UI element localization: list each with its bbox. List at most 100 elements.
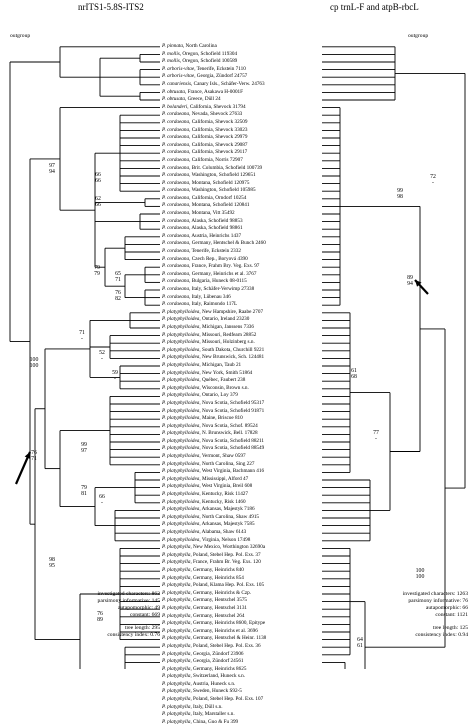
support-bottom: 94 [407, 281, 413, 287]
right-tree-title: cp trnL-F and atpB-rbcL [330, 2, 419, 12]
taxon-label: P. platyphylloidea, South Dakota, Church… [162, 346, 265, 353]
support-value: 76 82 [106, 290, 130, 302]
right-stat-autapomorphic: autapomorphic: 66 [425, 605, 468, 611]
right-outgroup-label: outgroup [408, 33, 429, 39]
taxon-label: P. arboris-vitae, Georgia, Zündorf 24757 [162, 73, 248, 80]
taxon-label: P. platyphylloidea, Kentucky, Risk 1460 [162, 498, 246, 505]
taxon-label: P. platyphylla, Georgia, Zündorf 24561 [162, 658, 244, 665]
taxon-label: P. platyphylla, Germany, Hentschel 3131 [162, 604, 248, 611]
support-top: 99 [397, 188, 403, 194]
support-top: 62 [95, 196, 101, 202]
taxon-label: P. cordaeana, Italy, Lübenau 346 [162, 293, 231, 300]
taxon-label: P. platyphylloidea, Vermont, Shaw 0597 [162, 453, 246, 460]
taxon-label: P. cordaeana, Montana, Schofield 120841 [162, 202, 250, 209]
support-top: 72 [430, 174, 436, 180]
taxon-label: P. mollis, Oregon, Schofield 119304 [162, 50, 238, 57]
support-bottom: 95 [49, 563, 55, 569]
taxon-label: P. platyphylloidea, Québec, Faubert 238 [162, 377, 246, 384]
support-top: 77 [373, 430, 379, 436]
support-top: 66 [99, 494, 105, 500]
support-value: 61 68 [342, 368, 366, 380]
taxon-label: P. platyphylloidea, Kentucky, Risk 11427 [162, 491, 248, 498]
taxon-label: P. platyphylloidea, Nova Scotia, Schofie… [162, 407, 265, 414]
support-top: 52 [99, 350, 105, 356]
taxon-label: P. platyphylloidea, Ontario, Loy 379 [162, 392, 238, 399]
taxon-label: P. platyphylla, Sweden, Huneck S92-5 [162, 688, 242, 695]
support-value: 99 97 [72, 442, 96, 454]
support-value: 71- [70, 330, 94, 342]
support-bottom: - [432, 180, 434, 186]
support-bottom: 81 [81, 491, 87, 497]
taxon-label: P. platyphylloidea, New Hampshire, Raabe… [162, 308, 264, 315]
support-top: 79 [94, 265, 100, 271]
support-value: 65 71 [106, 271, 130, 283]
right-tree-stats: investigated characters: 1263 parsimony … [340, 591, 468, 639]
taxon-label: P. cordaeana, California, Orndorf 10254 [162, 194, 247, 201]
taxon-label: P. cordaeana, Tenerife, Eckstein 2332 [162, 248, 241, 255]
taxon-label: P. platyphylla, Germany, Heinrichs et al… [162, 627, 258, 634]
left-stat-investigated: investigated characters: 863 [97, 591, 160, 597]
taxon-label: P. platyphylloidea, Alabama, Shaw 6143 [162, 529, 247, 535]
arrow-head-icon [415, 280, 422, 287]
taxon-label: P. platyphylloidea, Nova Scotia, Schofie… [162, 445, 265, 452]
arrow-head-icon [24, 452, 31, 459]
taxon-label: P. cordaeana, Washington, Schofield 1059… [162, 187, 256, 194]
support-value: 76 89 [88, 611, 112, 623]
taxon-label: P. platyphylloidea, New York, Smith 5186… [162, 369, 253, 376]
taxon-label: P. cordaeana, California, Shevock 33023 [162, 126, 248, 133]
support-bottom: 100 [29, 363, 39, 369]
taxon-label: P. platyphylloidea, Arkansas, Majestyk 7… [162, 521, 255, 528]
support-top: 100 [415, 568, 425, 574]
support-value: 100 100 [408, 568, 432, 580]
support-bottom: - [114, 376, 116, 382]
support-value: 62 66 [86, 196, 110, 208]
taxon-label: P. platyphylloidea, Nova Scotia, Schofie… [162, 399, 265, 406]
left-stat-constant: constant: 669 [130, 612, 160, 618]
support-value: 79 79 [85, 265, 109, 277]
left-outgroup-label: outgroup [10, 33, 31, 39]
taxon-label: P. platyphylloidea, Virginia, Nelson 174… [162, 536, 251, 543]
taxon-label: P. platyphylla, France, Frahm Br. Veg. E… [162, 559, 261, 566]
support-bottom: 71 [31, 456, 37, 462]
taxon-list: P. pinnata, North Carolina P. mollis, Ore… [162, 43, 322, 726]
taxon-label: P. platyphylloidea, Michigan, Taub 21 [162, 361, 242, 368]
taxon-label: P. platyphylloidea, Nova Scotia, Schof. … [162, 422, 258, 429]
taxon-label: P. platyphylloidea, North Carolina, Shaw… [162, 513, 260, 520]
right-stat-ci: consistency index: 0.94 [415, 632, 468, 638]
taxon-label: P. platyphylla, Germany, Heinrichs & Czp… [162, 589, 252, 596]
taxon-label: P. platyphylloidea, Mississippi, Alford … [162, 475, 249, 482]
support-value: 72- [421, 174, 445, 186]
taxon-label: P. cordaeana, Washington, Schofield 1296… [162, 172, 256, 179]
support-top: 61 [351, 368, 357, 374]
support-value: 64 61 [348, 637, 372, 649]
taxon-label: P. platyphylla, Georgia, Zündorf 23906 [162, 650, 244, 657]
support-value: 66- [90, 494, 114, 506]
support-value: 79 81 [72, 485, 96, 497]
support-top: 76 [31, 450, 37, 456]
taxon-label: P. cordaeana, France, Frahm Bry. Veg. Ex… [162, 263, 260, 270]
support-bottom: - [101, 356, 103, 362]
support-bottom: - [375, 436, 377, 442]
taxon-label: P. platyphylla, Poland, Stebel Hep. Pol.… [162, 642, 261, 649]
taxon-label: P. platyphylloidea, Wisconsin, Brown s.n… [162, 384, 249, 391]
taxon-label: P. cordaeana, Italy, Schäfer-Verwimp 273… [162, 286, 255, 292]
taxon-label: P. cordaeana, Germany, Hentschel & Bunch… [162, 240, 266, 247]
phylogeny-tanglegram [9, 46, 466, 669]
taxon-label: P. platyphylla, Germany, Heinrichs 8600,… [162, 620, 266, 627]
support-top: 89 [407, 275, 413, 281]
support-value: 77- [364, 430, 388, 442]
taxon-label: P. platyphylloidea, New Brunswick, Sch. … [162, 354, 265, 361]
left-stat-parsimony: parsimony informative: 145 [97, 598, 160, 604]
taxon-label: P. platyphylla, Germany, Heinrichs 8625 [162, 665, 247, 672]
taxon-label: P. cordaeana, Alaska, Schofield 98861 [162, 225, 243, 232]
support-top: 59 [112, 370, 118, 376]
taxon-label: P. platyphylla, New Mexico, Worthington … [162, 544, 266, 551]
taxon-label: P. cordaeana, Italy, Raimondo 117L [162, 301, 238, 308]
taxon-label: P. platyphylla, Poland, Klama Hep. Pol. … [162, 582, 265, 589]
taxon-label: P. platyphylloidea, Missouri, Holzinberg… [162, 339, 255, 346]
support-top: 97 [49, 163, 55, 169]
support-top: 98 [49, 557, 55, 563]
taxon-label: P. platyphylla, Germany, Heinrichs 854 [162, 574, 244, 581]
taxon-label: P. arboris-vitae, Tenerife, Eckstein 711… [162, 65, 246, 72]
taxon-label: P. canariensis, Canary Isls., Schäfer-Ve… [162, 80, 265, 87]
